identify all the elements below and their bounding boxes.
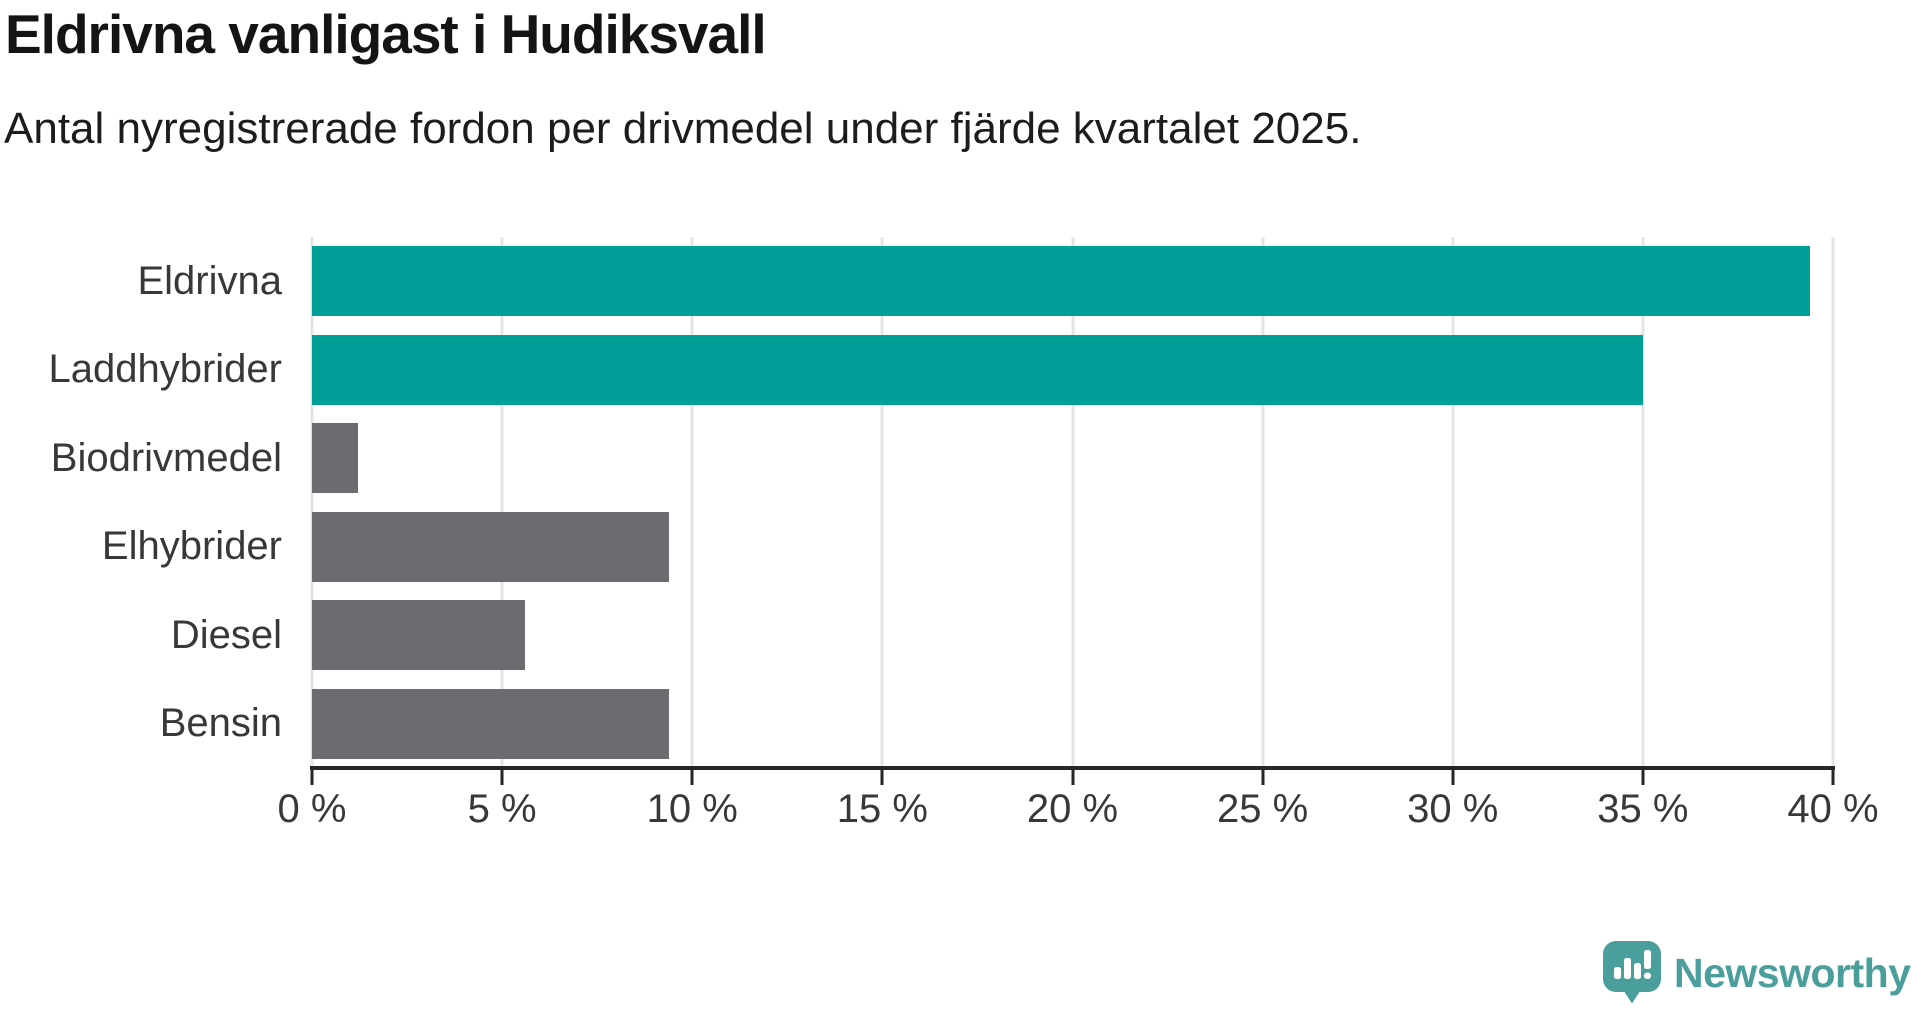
- x-axis-tick: [880, 770, 884, 785]
- chart-title: Eldrivna vanligast i Hudiksvall: [5, 3, 767, 65]
- plot-area: Eldrivna Laddhybrider Biodrivmedel Elhybrid…: [49, 237, 1835, 769]
- gridline: [500, 237, 504, 768]
- x-axis-tick: [1261, 770, 1265, 785]
- x-axis-tick: [1451, 770, 1455, 785]
- x-axis-tick-label: 40 %: [1787, 787, 1879, 831]
- bar: [312, 688, 670, 759]
- bar-row: Diesel: [171, 591, 1833, 680]
- bar-row: Bensin: [160, 680, 1833, 769]
- bar: [312, 246, 1811, 317]
- gridline: [1071, 237, 1074, 768]
- x-axis-tick-label: 20 %: [1026, 787, 1119, 831]
- newsworthy-logo: Newsworthy: [1603, 940, 1911, 1006]
- gridline: [1831, 237, 1835, 768]
- x-axis-tick: [310, 770, 314, 785]
- bar-rows-layer: Eldrivna Laddhybrider Biodrivmedel Elhybrid…: [49, 237, 1833, 769]
- category-label: Eldrivna: [137, 258, 282, 303]
- bar: [312, 423, 358, 494]
- x-axis-tick-label: 25 %: [1217, 787, 1309, 831]
- category-label: Biodrivmedel: [50, 435, 282, 480]
- x-axis-tick: [1071, 770, 1074, 785]
- gridline: [1641, 237, 1645, 768]
- chart-speech-bubble-icon: [1603, 941, 1661, 1004]
- gridline: [690, 237, 694, 768]
- x-axis-tick-label: 30 %: [1407, 787, 1499, 831]
- bar-row: Elhybrider: [102, 503, 1833, 592]
- x-axis-tick-label: 15 %: [836, 787, 928, 831]
- bar: [312, 334, 1643, 405]
- gridline: [1451, 237, 1455, 768]
- x-axis-line: [310, 766, 1835, 770]
- bar: [312, 511, 670, 582]
- newsworthy-wordmark: Newsworthy: [1674, 949, 1911, 996]
- chart-subtitle: Antal nyregistrerade fordon per drivmede…: [4, 104, 1362, 153]
- gridline: [310, 237, 314, 768]
- x-axis-tick-label: 5 %: [467, 787, 537, 831]
- bar-row: Biodrivmedel: [51, 414, 1833, 503]
- category-label: Diesel: [170, 612, 282, 657]
- x-axis-tick: [1831, 770, 1835, 785]
- bar-row: Eldrivna: [137, 237, 1833, 326]
- x-axis-tick: [500, 770, 504, 785]
- category-label: Bensin: [159, 701, 282, 746]
- category-label: Elhybrider: [101, 524, 282, 569]
- gridline: [880, 237, 884, 768]
- x-axis-tick-label: 35 %: [1597, 787, 1689, 831]
- x-axis-tick: [690, 770, 694, 785]
- x-axis-tick-label: 0 %: [277, 787, 347, 831]
- gridline: [1261, 237, 1265, 768]
- x-axis-tick-label: 10 %: [646, 787, 738, 831]
- category-label: Laddhybrider: [48, 347, 283, 392]
- bar: [312, 600, 525, 671]
- bar-row: Laddhybrider: [49, 326, 1833, 415]
- x-axis-tick: [1641, 770, 1645, 785]
